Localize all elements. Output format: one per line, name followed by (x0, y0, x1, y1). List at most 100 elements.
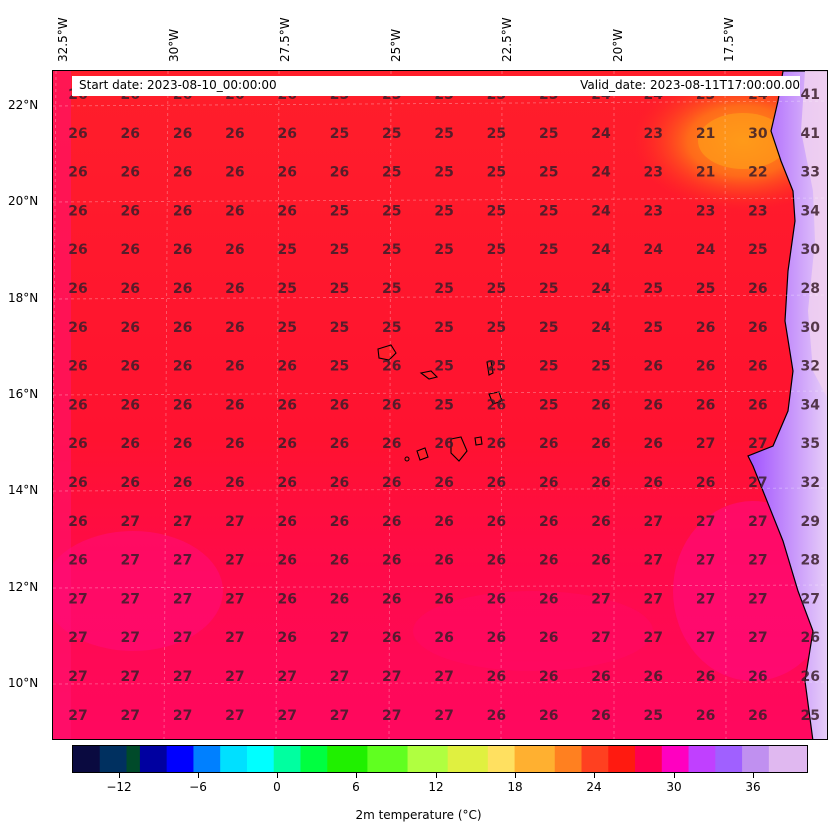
grid-value-label: 25 (382, 203, 401, 219)
grid-value-label: 26 (277, 475, 296, 491)
grid-value-label: 28 (800, 281, 819, 297)
grid-value-label: 25 (696, 281, 715, 297)
grid-value-label: 26 (539, 708, 558, 724)
colorbar-segment (354, 746, 362, 772)
colorbar-segment (414, 746, 422, 772)
grid-value-label: 25 (434, 242, 453, 258)
grid-value-label: 26 (434, 630, 453, 646)
grid-value-label: 27 (748, 553, 767, 569)
grid-value-label: 26 (434, 436, 453, 452)
colorbar-segment (293, 746, 302, 772)
grid-value-label: 25 (539, 165, 558, 181)
colorbar-segment (722, 746, 730, 772)
colorbar-segment (735, 746, 743, 772)
grid-value-label: 26 (591, 669, 610, 685)
colorbar-tick (515, 773, 516, 778)
colorbar-segment (655, 746, 663, 772)
colorbar-segment (246, 746, 255, 772)
grid-value-label: 26 (696, 397, 715, 413)
grid-value-label: 25 (382, 165, 401, 181)
grid-value-label: 25 (644, 281, 663, 297)
grid-value-label: 25 (434, 359, 453, 375)
grid-value-label: 27 (173, 708, 192, 724)
colorbar-segment (367, 746, 375, 772)
grid-value-label: 24 (591, 203, 611, 219)
grid-value-label: 26 (225, 203, 244, 219)
grid-value-label: 26 (487, 553, 506, 569)
colorbar-segment (474, 746, 482, 772)
grid-value-label: 26 (591, 708, 610, 724)
colorbar-segment (588, 746, 596, 772)
colorbar-segment (688, 746, 696, 772)
grid-value-label: 24 (591, 242, 611, 258)
colorbar-segment (73, 746, 81, 772)
grid-value-label: 27 (173, 553, 192, 569)
colorbar-segment (534, 746, 542, 772)
lat-label-14n: 14°N (8, 483, 39, 497)
colorbar-segment (467, 746, 476, 772)
grid-value-label: 26 (225, 397, 244, 413)
grid-value-label: 27 (696, 514, 715, 530)
grid-value-label: 23 (696, 203, 715, 219)
grid-value-label: 25 (434, 165, 453, 181)
grid-value-label: 26 (173, 203, 192, 219)
temperature-map: 26 26 26 26 26 25 25 25 25 25 24 24 23 24 41 26 26 26 26 26… (53, 71, 827, 739)
grid-value-label: 26 (173, 165, 192, 181)
grid-value-label: 26 (800, 630, 819, 646)
colorbar-segment (153, 746, 161, 772)
grid-value-label: 26 (382, 359, 401, 375)
grid-value-label: 27 (225, 669, 244, 685)
grid-value-label: 27 (68, 708, 87, 724)
map-panel[interactable]: 26 26 26 26 26 25 25 25 25 25 24 24 23 24 41 26 26 26 26 26… (52, 70, 828, 740)
grid-value-label: 25 (539, 281, 558, 297)
island-santiago (450, 436, 468, 462)
lon-label-32-5w: 32.5°W (56, 17, 70, 62)
grid-value-label: 25 (487, 242, 506, 258)
grid-value-label: 26 (330, 553, 349, 569)
grid-value-label: 26 (539, 475, 558, 491)
grid-value-label: 25 (330, 126, 349, 142)
grid-value-label: 26 (277, 359, 296, 375)
grid-value-label: 27 (748, 475, 767, 491)
colorbar-tick (674, 773, 675, 778)
grid-value-label: 26 (225, 320, 244, 336)
grid-value-label: 26 (487, 397, 506, 413)
colorbar-segment (119, 746, 128, 772)
grid-value-label: 26 (121, 475, 140, 491)
grid-value-label: 26 (121, 320, 140, 336)
colorbar-segment (715, 746, 723, 772)
grid-value-label: 27 (748, 630, 767, 646)
colorbar-tick-label: 12 (428, 780, 444, 794)
colorbar-segment (347, 746, 355, 772)
colorbar-segment (146, 746, 154, 772)
grid-value-label: 26 (121, 359, 140, 375)
grid-value-label: 32 (800, 359, 819, 375)
grid-value-label: 26 (696, 475, 715, 491)
grid-value-label: 26 (434, 553, 453, 569)
grid-value-label: 27 (121, 630, 140, 646)
colorbar-segment (173, 746, 181, 772)
grid-value-label: 27 (225, 708, 244, 724)
grid-value-label: 26 (696, 669, 715, 685)
colorbar-segment (782, 746, 790, 772)
colorbar-segment (762, 746, 770, 772)
lat-label-16n: 16°N (8, 387, 39, 401)
grid-value-label: 26 (173, 126, 192, 142)
colorbar-segment (333, 746, 342, 772)
grid-value-label: 27 (748, 514, 767, 530)
colorbar-segment (133, 746, 141, 772)
colorbar-segment (695, 746, 703, 772)
colorbar-segment (668, 746, 676, 772)
colorbar-segment (253, 746, 261, 772)
grid-value-label: 26 (277, 591, 296, 607)
grid-value-label: 26 (644, 475, 663, 491)
grid-value-label: 26 (225, 475, 244, 491)
grid-value-label: 27 (330, 630, 349, 646)
colorbar-segment (454, 746, 462, 772)
colorbar-segment (755, 746, 763, 772)
grid-value-label: 26 (591, 514, 610, 530)
grid-value-label: 26 (121, 242, 140, 258)
colorbar-segment (273, 746, 282, 772)
grid-value-label: 26 (644, 436, 663, 452)
colorbar-segment (320, 746, 328, 772)
